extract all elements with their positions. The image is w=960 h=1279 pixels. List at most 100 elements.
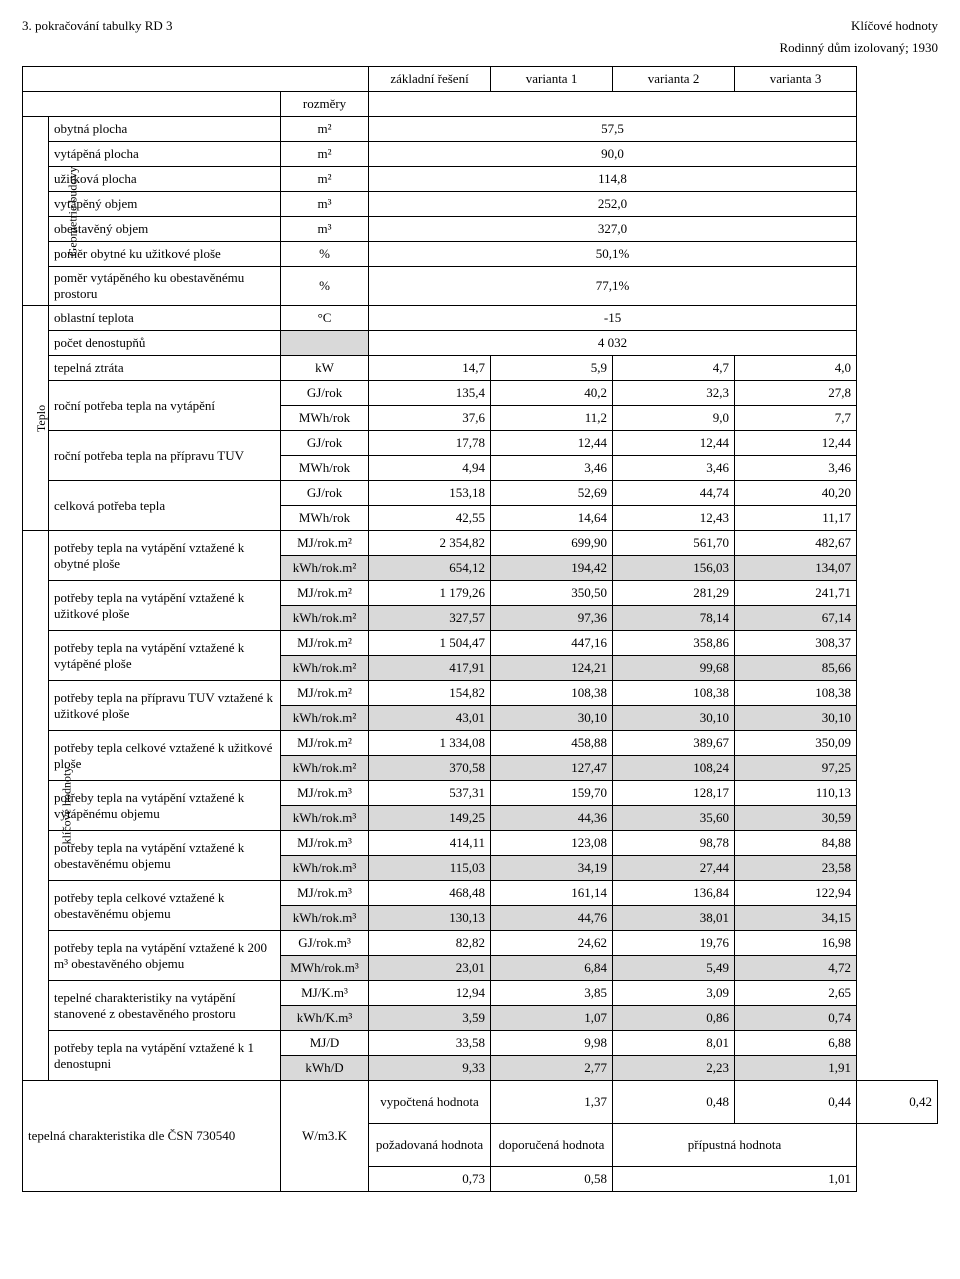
row-unit: MJ/rok.m²: [281, 531, 369, 556]
table-row: potřeby tepla na vytápění vztažené k vyt…: [23, 781, 938, 806]
row-value: 24,62: [491, 931, 613, 956]
table-row: užitková plocha m² 114,8: [23, 167, 938, 192]
row-unit: kWh/D: [281, 1056, 369, 1081]
row-value: 699,90: [491, 531, 613, 556]
row-value: 161,14: [491, 881, 613, 906]
row-value: 0,86: [613, 1006, 735, 1031]
row-value: 458,88: [491, 731, 613, 756]
row-unit: GJ/rok: [281, 431, 369, 456]
row-value: 30,10: [613, 706, 735, 731]
row-value: 23,01: [369, 956, 491, 981]
row-value: 14,7: [369, 356, 491, 381]
row-unit: m²: [281, 167, 369, 192]
row-value: 136,84: [613, 881, 735, 906]
row-unit: MJ/rok.m²: [281, 681, 369, 706]
table-row: potřeby tepla na přípravu TUV vztažené k…: [23, 681, 938, 706]
table-row: roční potřeba tepla na přípravu TUV GJ/r…: [23, 431, 938, 456]
row-value: 281,29: [613, 581, 735, 606]
row-value: 27,44: [613, 856, 735, 881]
row-value: 42,55: [369, 506, 491, 531]
row-value: 0,58: [491, 1167, 613, 1192]
row-value: 127,47: [491, 756, 613, 781]
row-value: 4 032: [369, 331, 857, 356]
row-value: 358,86: [613, 631, 735, 656]
table-row: potřeby tepla na vytápění vztažené k 1 d…: [23, 1031, 938, 1056]
row-value: 0,74: [735, 1006, 857, 1031]
section-klic: klíčové hodnoty: [23, 531, 49, 1081]
row-value: 8,01: [613, 1031, 735, 1056]
row-unit: GJ/rok.m³: [281, 931, 369, 956]
row-value: 2 354,82: [369, 531, 491, 556]
table-row: vytápěný objem m³ 252,0: [23, 192, 938, 217]
row-value: 130,13: [369, 906, 491, 931]
header-subtitle: Rodinný dům izolovaný; 1930: [22, 40, 938, 56]
header-topline: 3. pokračování tabulky RD 3 Klíčové hodn…: [22, 18, 938, 34]
row-label: poměr obytné ku užitkové ploše: [49, 242, 281, 267]
row-value: 0,48: [613, 1081, 735, 1124]
row-label: tepelná ztráta: [49, 356, 281, 381]
row-value: 159,70: [491, 781, 613, 806]
row-unit: °C: [281, 306, 369, 331]
row-label: potřeby tepla na vytápění vztažené k oby…: [49, 531, 281, 581]
row-value: 32,3: [613, 381, 735, 406]
row-value: 78,14: [613, 606, 735, 631]
table-row: Geometrie budovy obytná plocha m² 57,5: [23, 117, 938, 142]
row-value: 3,85: [491, 981, 613, 1006]
table-row: obestavěný objem m³ 327,0: [23, 217, 938, 242]
row-label: potřeby tepla na vytápění vztažené k vyt…: [49, 781, 281, 831]
row-value: 12,44: [613, 431, 735, 456]
row-label: potřeby tepla celkové vztažené k užitkov…: [49, 731, 281, 781]
row-value: 9,98: [491, 1031, 613, 1056]
row-value: 23,58: [735, 856, 857, 881]
table-row: poměr vytápěného ku obestavěnému prostor…: [23, 267, 938, 306]
table-row: potřeby tepla na vytápění vztažené k obe…: [23, 831, 938, 856]
row-value: 1,07: [491, 1006, 613, 1031]
row-unit: kWh/rok.m²: [281, 556, 369, 581]
row-value: 1 179,26: [369, 581, 491, 606]
row-label: potřeby tepla na přípravu TUV vztažené k…: [49, 681, 281, 731]
row-value: 35,60: [613, 806, 735, 831]
row-unit: kW: [281, 356, 369, 381]
row-value: 77,1%: [369, 267, 857, 306]
row-value: 350,09: [735, 731, 857, 756]
table-row: tepelná ztráta kW 14,7 5,9 4,7 4,0: [23, 356, 938, 381]
row-unit: MJ/rok.m²: [281, 731, 369, 756]
row-label: vytápěný objem: [49, 192, 281, 217]
row-value: 1,01: [613, 1167, 857, 1192]
footer-rec-label: doporučená hodnota: [491, 1124, 613, 1167]
row-value: 2,23: [613, 1056, 735, 1081]
row-label: počet denostupňů: [49, 331, 281, 356]
row-label: roční potřeba tepla na přípravu TUV: [49, 431, 281, 481]
col-base: základní řešení: [369, 67, 491, 92]
row-value: 128,17: [613, 781, 735, 806]
row-value: 5,9: [491, 356, 613, 381]
row-value: 12,44: [491, 431, 613, 456]
row-unit: kWh/rok.m²: [281, 656, 369, 681]
row-value: 654,12: [369, 556, 491, 581]
subheader-blank: [23, 92, 281, 117]
row-unit: kWh/rok.m³: [281, 906, 369, 931]
table-row: klíčové hodnoty potřeby tepla na vytápěn…: [23, 531, 938, 556]
row-value: 4,0: [735, 356, 857, 381]
row-value: 468,48: [369, 881, 491, 906]
table-row: vytápěná plocha m² 90,0: [23, 142, 938, 167]
row-unit: MWh/rok.m³: [281, 956, 369, 981]
row-value: 114,8: [369, 167, 857, 192]
row-value: 0,73: [369, 1167, 491, 1192]
table-header-row: základní řešení varianta 1 varianta 2 va…: [23, 67, 938, 92]
row-value: 40,2: [491, 381, 613, 406]
row-value: 3,46: [735, 456, 857, 481]
row-label: celková potřeba tepla: [49, 481, 281, 531]
header-right: Klíčové hodnoty: [851, 18, 938, 34]
table-row: potřeby tepla celkové vztažené k užitkov…: [23, 731, 938, 756]
row-value: 537,31: [369, 781, 491, 806]
row-value: 0,42: [857, 1081, 938, 1124]
row-value: 97,25: [735, 756, 857, 781]
row-value: 37,6: [369, 406, 491, 431]
row-value: 6,88: [735, 1031, 857, 1056]
row-unit: MJ/rok.m³: [281, 831, 369, 856]
row-value: 43,01: [369, 706, 491, 731]
row-value: 389,67: [613, 731, 735, 756]
row-label: potřeby tepla na vytápění vztažené k obe…: [49, 831, 281, 881]
row-value: 27,8: [735, 381, 857, 406]
